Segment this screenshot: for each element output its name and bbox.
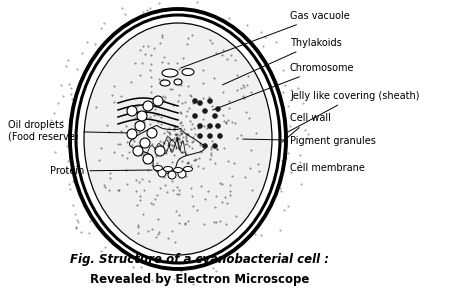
Circle shape <box>168 171 176 179</box>
Ellipse shape <box>164 166 173 172</box>
Circle shape <box>216 123 220 129</box>
Circle shape <box>208 123 212 129</box>
Circle shape <box>218 134 222 138</box>
Ellipse shape <box>84 23 272 255</box>
Text: Chromosome: Chromosome <box>213 63 355 110</box>
Circle shape <box>133 146 143 156</box>
Ellipse shape <box>182 69 194 76</box>
Circle shape <box>140 138 150 148</box>
Circle shape <box>208 98 212 104</box>
Circle shape <box>198 134 202 138</box>
Circle shape <box>178 170 186 178</box>
Ellipse shape <box>183 166 192 172</box>
Ellipse shape <box>154 166 163 170</box>
Text: Oil droplets
(Food reserve): Oil droplets (Food reserve) <box>8 120 127 142</box>
Circle shape <box>212 144 218 148</box>
Circle shape <box>135 121 145 131</box>
Circle shape <box>153 96 163 106</box>
Circle shape <box>127 106 137 116</box>
Circle shape <box>202 144 208 148</box>
Ellipse shape <box>173 167 182 172</box>
Text: Cell membrane: Cell membrane <box>282 161 365 173</box>
Circle shape <box>137 111 147 121</box>
Circle shape <box>143 101 153 111</box>
Circle shape <box>192 113 198 119</box>
Circle shape <box>147 128 157 138</box>
Circle shape <box>155 146 165 156</box>
Text: Gas vacuole: Gas vacuole <box>181 11 350 68</box>
Text: Revealed by Electron Microscope: Revealed by Electron Microscope <box>91 272 310 286</box>
Circle shape <box>143 154 153 164</box>
Circle shape <box>212 113 218 119</box>
Text: Thylakoids: Thylakoids <box>222 38 342 85</box>
Circle shape <box>158 169 166 177</box>
Circle shape <box>202 108 208 113</box>
Circle shape <box>192 98 198 104</box>
Circle shape <box>127 129 137 139</box>
Circle shape <box>208 134 212 138</box>
Text: Cell wall: Cell wall <box>282 113 331 142</box>
Circle shape <box>198 101 202 105</box>
Ellipse shape <box>162 69 178 77</box>
Text: Pigment granules: Pigment granules <box>243 136 376 146</box>
Circle shape <box>198 123 202 129</box>
Text: Protein: Protein <box>50 166 152 176</box>
Ellipse shape <box>160 80 170 86</box>
Text: Jelly like covering (sheath): Jelly like covering (sheath) <box>289 91 419 132</box>
Ellipse shape <box>174 79 182 85</box>
Circle shape <box>216 107 220 111</box>
Text: Fig. Structure of a cyanobacterial cell :: Fig. Structure of a cyanobacterial cell … <box>71 253 329 265</box>
